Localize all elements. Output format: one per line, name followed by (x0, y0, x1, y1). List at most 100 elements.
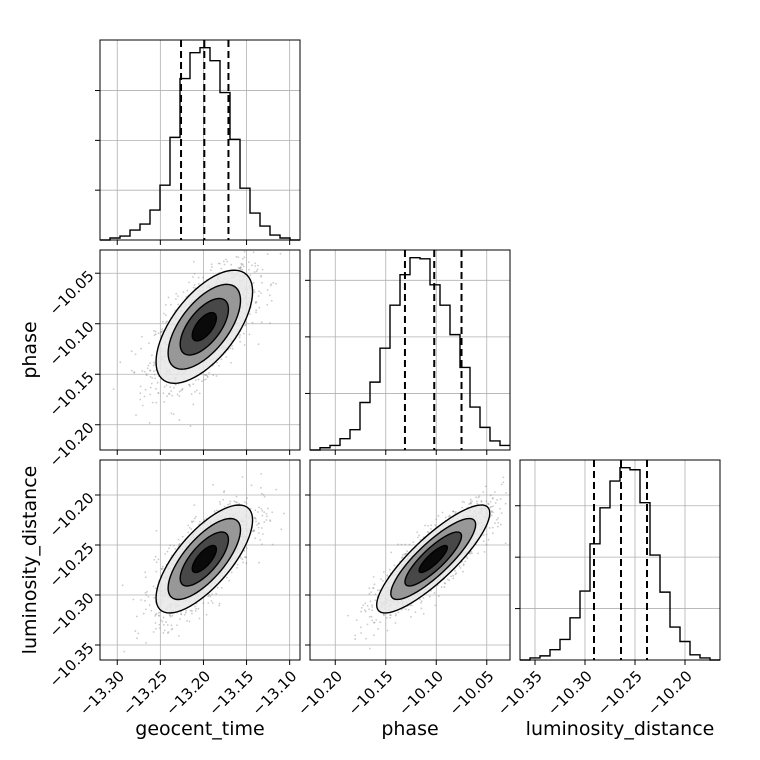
scatter-point (220, 358, 223, 361)
scatter-point (269, 519, 271, 522)
scatter-point (275, 488, 278, 491)
scatter-point (490, 505, 493, 508)
scatter-point (265, 519, 268, 521)
scatter-point (434, 604, 437, 607)
scatter-point (187, 524, 190, 527)
scatter-point (266, 289, 269, 291)
scatter-point (163, 629, 166, 632)
scatter-point (178, 542, 181, 545)
y-axis-label: phase (19, 321, 41, 378)
scatter-point (152, 585, 155, 588)
scatter-point (497, 517, 500, 519)
panel-content (121, 472, 285, 653)
scatter-point (160, 330, 163, 333)
scatter-point (362, 604, 365, 607)
scatter-point (197, 607, 200, 610)
scatter-point (492, 532, 494, 535)
scatter-point (469, 501, 472, 504)
scatter-point (462, 563, 465, 566)
scatter-point (188, 383, 191, 386)
scatter-point (164, 553, 167, 555)
scatter-point (155, 570, 158, 573)
scatter-point (250, 484, 253, 487)
scatter-point (454, 573, 457, 576)
scatter-point (373, 583, 376, 586)
scatter-point (405, 608, 407, 611)
scatter-point (154, 333, 157, 336)
scatter-point (162, 320, 164, 323)
scatter-point (259, 274, 262, 277)
scatter-point (242, 263, 244, 266)
scatter-point (143, 395, 146, 398)
scatter-point (159, 611, 162, 613)
scatter-point (211, 602, 214, 604)
y-tick-label: −10.10 (46, 318, 98, 370)
scatter-point (371, 604, 373, 607)
scatter-point (148, 422, 151, 424)
scatter-point (208, 593, 210, 596)
scatter-point (382, 570, 385, 573)
scatter-point (192, 276, 194, 278)
scatter-point (177, 634, 180, 637)
scatter-point (171, 614, 174, 617)
scatter-point (154, 614, 157, 617)
scatter-point (245, 556, 248, 559)
scatter-point (187, 531, 190, 534)
scatter-point (154, 622, 157, 624)
panel-frame (99, 39, 301, 241)
scatter-point (134, 630, 137, 632)
scatter-point (252, 281, 255, 284)
scatter-point (160, 568, 163, 571)
x-axis-label: phase (381, 718, 438, 740)
scatter-point (206, 376, 209, 379)
scatter-point (229, 347, 232, 350)
scatter-point (410, 615, 412, 618)
scatter-point (491, 497, 494, 499)
scatter-point (447, 515, 450, 518)
scatter-point (459, 566, 462, 569)
scatter-point (372, 587, 374, 589)
scatter-point (448, 579, 451, 582)
scatter-point (260, 275, 263, 278)
scatter-point (161, 620, 164, 623)
scatter-point (191, 520, 193, 523)
scatter-point (121, 584, 124, 587)
scatter-point (241, 268, 244, 271)
scatter-point (241, 476, 244, 478)
y-tick-label: −10.30 (46, 589, 98, 641)
scatter-point (239, 266, 242, 269)
scatter-point (239, 334, 241, 336)
scatter-point (158, 623, 161, 626)
scatter-point (252, 246, 254, 248)
scatter-point (259, 538, 262, 541)
scatter-point (424, 524, 427, 527)
scatter-point (175, 292, 178, 295)
scatter-point (134, 353, 137, 356)
scatter-panel-geocent_time-luminosity_distance (95, 459, 301, 665)
contour-line (418, 544, 449, 574)
scatter-point (170, 390, 173, 392)
scatter-point (218, 262, 221, 265)
scatter-point (197, 276, 200, 279)
scatter-point (243, 246, 245, 248)
scatter-point (258, 522, 260, 525)
scatter-point (373, 621, 375, 624)
scatter-point (146, 367, 149, 370)
scatter-point (266, 507, 269, 510)
scatter-point (208, 371, 210, 374)
scatter-point (499, 523, 502, 526)
scatter-point (368, 615, 371, 618)
scatter-point (368, 587, 371, 590)
scatter-point (270, 283, 273, 286)
scatter-point (206, 375, 209, 377)
scatter-point (404, 553, 406, 556)
scatter-point (394, 614, 397, 617)
scatter-point (146, 590, 148, 593)
scatter-point (369, 600, 372, 603)
scatter-point (238, 336, 241, 339)
scatter-point (153, 361, 155, 364)
scatter-point (241, 558, 244, 561)
scatter-point (475, 500, 478, 503)
scatter-point (243, 344, 246, 346)
scatter-point (219, 503, 222, 505)
